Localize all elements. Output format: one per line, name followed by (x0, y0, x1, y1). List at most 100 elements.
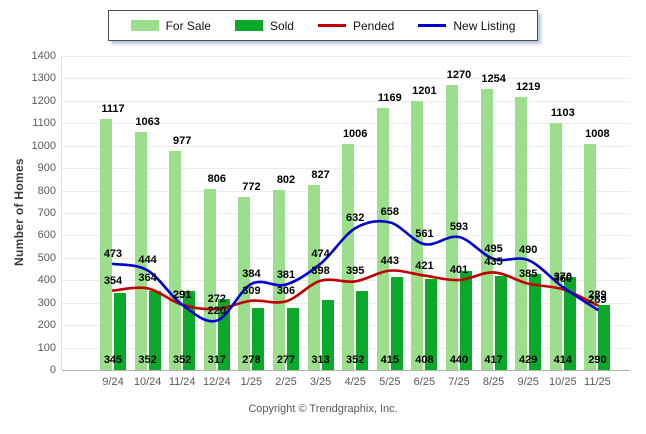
gridline (62, 100, 630, 102)
sold-swatch-icon (234, 20, 263, 31)
bar-for-sale (376, 107, 389, 370)
data-label-new-listing: 370 (553, 271, 572, 283)
plot-area: 1117 1063 977 806 772 802 827 1006 1169 1201 1270 1… (61, 56, 630, 371)
legend-item-new-listing: New Listing (418, 19, 515, 33)
y-axis-tick-label: 0 (49, 364, 56, 376)
data-label-new-listing: 561 (415, 228, 434, 241)
data-label-pended: 360 (553, 273, 572, 286)
bar-for-sale (169, 150, 182, 370)
data-label-for-sale: 1008 (585, 127, 610, 140)
bar-for-sale (411, 100, 424, 370)
pended-line-swatch-icon (317, 24, 346, 27)
x-axis-tick-label: 2/25 (275, 376, 297, 388)
y-axis-tick-label: 800 (37, 184, 56, 197)
data-label-new-listing: 593 (449, 220, 469, 233)
data-label-for-sale: 1006 (342, 128, 368, 141)
bar-sold (460, 271, 472, 370)
bar-for-sale (273, 190, 285, 370)
data-label-sold: 415 (380, 354, 399, 366)
bar-for-sale (446, 85, 458, 370)
x-axis-tick-label: 11/25 (584, 376, 611, 388)
bar-for-sale (134, 131, 147, 370)
data-label-pended: 291 (173, 288, 192, 301)
bar-for-sale (480, 88, 493, 370)
y-axis-tick-label: 900 (37, 162, 56, 175)
x-axis-tick-label: 7/25 (448, 376, 470, 388)
data-label-for-sale: 1254 (481, 72, 506, 85)
y-axis-tick-label: 700 (37, 207, 56, 219)
data-label-sold: 317 (207, 354, 226, 366)
x-axis-tick-label: 1/25 (240, 376, 263, 388)
x-axis-tick-label: 12/24 (203, 376, 231, 388)
y-axis-tick-label: 600 (37, 229, 56, 242)
x-axis-tick-label: 5/25 (379, 376, 401, 388)
legend-label: Sold (269, 18, 294, 33)
y-axis: 0 100 200 300 400 500 600 700 800 900 1000 1100 1200… (0, 50, 56, 376)
copyright-text: Copyright © Trendgraphix, Inc. (248, 403, 398, 415)
data-label-pended: 398 (311, 264, 330, 277)
x-axis-tick-label: 11/24 (168, 376, 196, 388)
legend-item-for-sale: For Sale (130, 19, 211, 33)
bar-for-sale (584, 143, 597, 370)
legend-label: New Listing (453, 18, 516, 33)
bar-sold (114, 292, 126, 370)
data-label-for-sale: 827 (311, 168, 330, 181)
bar-sold (148, 291, 161, 370)
data-label-sold: 313 (311, 354, 330, 366)
data-label-new-listing: 490 (519, 244, 538, 257)
legend-box: For Sale Sold Pended New Listing (107, 10, 539, 41)
x-axis-line (62, 370, 630, 371)
data-label-for-sale: 977 (173, 134, 192, 147)
data-label-new-listing: 220 (207, 304, 226, 317)
data-label-sold: 290 (588, 354, 607, 366)
line-series-layer (111, 219, 599, 323)
bar-sold (494, 276, 507, 370)
data-label-for-sale: 1270 (446, 69, 472, 82)
data-label-for-sale: 1063 (135, 115, 160, 128)
bar-sold (425, 278, 438, 370)
data-label-for-sale: 1117 (101, 103, 125, 116)
data-label-new-listing: 658 (380, 206, 399, 219)
x-axis-tick-label: 8/25 (482, 376, 505, 388)
data-label-new-listing: 291 (173, 288, 192, 301)
data-label-pended: 309 (242, 284, 261, 297)
data-label-pended: 401 (449, 264, 469, 277)
bar-for-sale (203, 189, 216, 370)
bar-sold (252, 307, 265, 370)
data-label-sold: 277 (276, 354, 296, 366)
data-label-pended: 306 (276, 285, 296, 298)
data-label-sold: 417 (484, 354, 503, 366)
data-label-sold: 352 (173, 354, 192, 366)
data-label-new-listing: 632 (346, 212, 365, 225)
data-label-for-sale: 802 (276, 174, 296, 187)
y-axis-tick-label: 100 (37, 341, 56, 354)
x-axis: 9/24 10/24 11/24 12/24 1/25 2/25 3/25 4/25 5/25 6… (62, 376, 630, 392)
data-label-sold: 345 (103, 354, 123, 366)
data-label-pended: 354 (103, 274, 123, 287)
x-axis-tick-label: 6/25 (413, 376, 436, 388)
bar-sold (287, 307, 299, 370)
y-axis-tick-label: 200 (37, 319, 56, 332)
bar-for-sale (549, 122, 562, 370)
data-label-for-sale: 1103 (550, 106, 575, 119)
y-axis-tick-label: 400 (37, 274, 56, 287)
gridline (62, 78, 630, 80)
data-label-for-sale: 1169 (377, 91, 402, 104)
y-axis-tick-label: 500 (37, 251, 56, 264)
gridline (62, 123, 630, 125)
line-new-listing (111, 219, 599, 323)
data-label-new-listing: 381 (276, 268, 296, 281)
y-axis-line (61, 56, 62, 370)
data-label-sold: 352 (138, 354, 157, 366)
data-label-pended: 272 (207, 292, 226, 305)
data-label-for-sale: 1201 (412, 84, 437, 97)
data-label-new-listing: 474 (311, 247, 330, 260)
data-label-sold: 352 (346, 354, 365, 366)
data-label-sold: 440 (449, 354, 469, 366)
bar-sold (529, 273, 542, 370)
legend-item-sold: Sold (234, 18, 294, 33)
data-label-pended: 289 (588, 289, 607, 302)
x-axis-tick-label: 3/25 (309, 376, 332, 388)
data-label-pended: 364 (138, 272, 157, 285)
